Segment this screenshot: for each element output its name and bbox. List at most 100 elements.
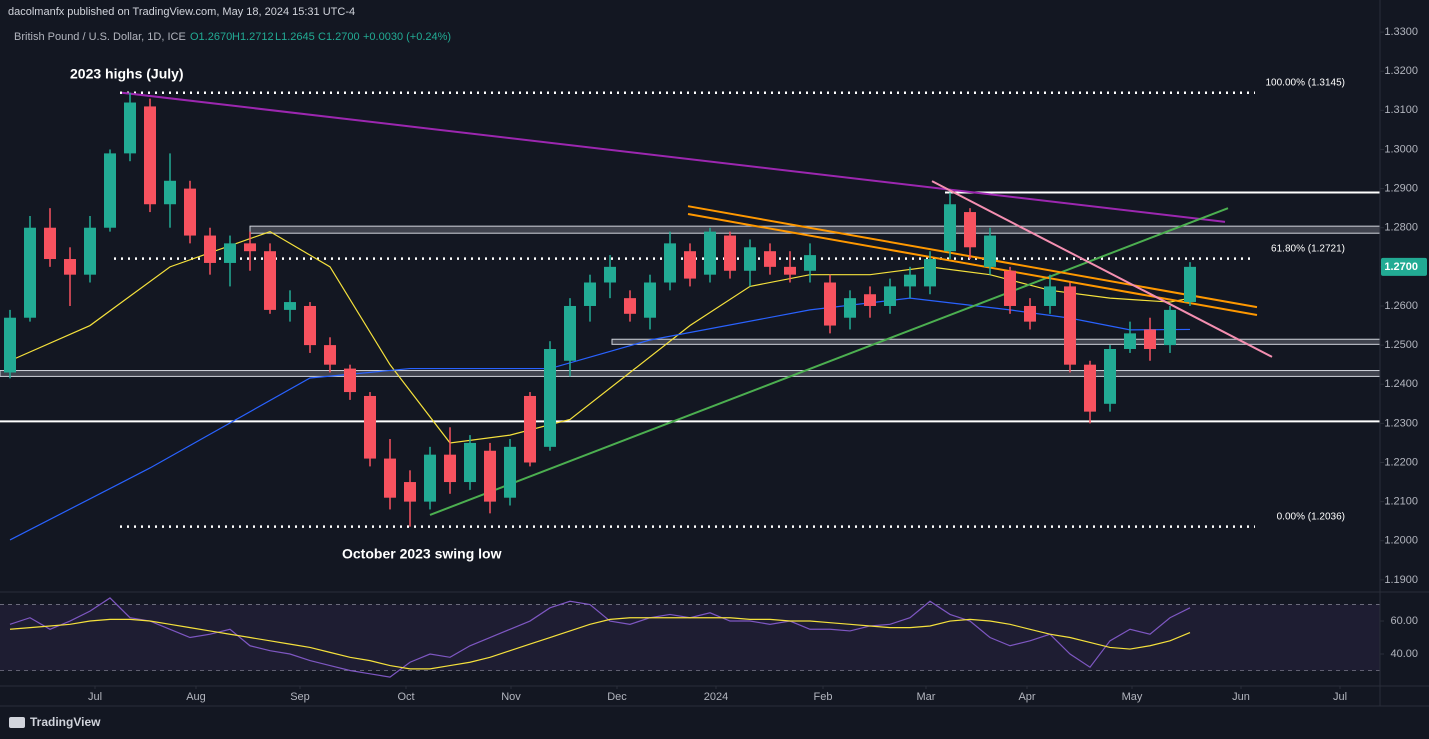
- candle-body: [864, 294, 876, 306]
- last-price-tag: [1381, 257, 1427, 276]
- candle-body: [964, 212, 976, 248]
- candle-body: [324, 345, 336, 365]
- candle-body: [944, 204, 956, 252]
- candle-body: [424, 454, 436, 502]
- fib-label: 61.80% (1.2721): [1271, 243, 1345, 254]
- close: C1.2700: [318, 31, 360, 43]
- support-zone: [0, 370, 1380, 377]
- rsi-band-fill: [0, 604, 1380, 671]
- candle-body: [444, 454, 456, 483]
- candle-body: [1004, 270, 1016, 306]
- candle-body: [84, 227, 96, 275]
- candle-body: [1184, 266, 1196, 303]
- candle-body: [484, 450, 496, 502]
- trendline: [121, 91, 1226, 223]
- rsi-line: [9, 617, 1191, 670]
- candle-body: [1024, 305, 1036, 322]
- candle-body: [924, 259, 936, 287]
- x-tick-label: Apr: [1018, 691, 1035, 703]
- candle-body: [664, 243, 676, 283]
- candle-body: [984, 235, 996, 267]
- candle-body: [784, 266, 796, 275]
- candle-body: [704, 231, 716, 275]
- candle-body: [384, 458, 396, 498]
- candle-body: [124, 102, 136, 154]
- candle-body: [164, 180, 176, 205]
- candle-body: [4, 317, 16, 373]
- candle-body: [204, 235, 216, 263]
- candle-body: [304, 305, 316, 346]
- x-tick-label: Aug: [186, 691, 206, 703]
- candle-body: [844, 298, 856, 318]
- y-tick-label: 1.2600: [1384, 300, 1418, 312]
- low: L1.2645: [275, 31, 315, 43]
- candle-body: [344, 368, 356, 393]
- candle-body: [404, 482, 416, 502]
- trendline: [931, 180, 1273, 358]
- y-tick-label: 1.1900: [1384, 574, 1418, 586]
- logo-text: TradingView: [30, 715, 101, 729]
- x-tick-label: May: [1122, 691, 1143, 703]
- rsi-tick-label: 60.00: [1390, 615, 1418, 627]
- annotation: October 2023 swing low: [342, 546, 502, 562]
- candle-body: [804, 255, 816, 271]
- moving-average: [9, 297, 1191, 541]
- price-panel: 100.00% (1.3145) 61.80% (1.2721) 0.00% (1.…: [0, 77, 1380, 541]
- x-tick-label: Nov: [501, 691, 521, 703]
- y-tick-label: 1.2000: [1384, 535, 1418, 547]
- y-tick-label: 1.3100: [1384, 104, 1418, 116]
- trendline: [687, 205, 1258, 309]
- candle-body: [904, 274, 916, 287]
- y-tick-label: 1.2800: [1384, 222, 1418, 234]
- candle-body: [284, 302, 296, 310]
- symbol: British Pound / U.S. Dollar, 1D, ICE: [14, 31, 186, 43]
- candle-body: [1084, 364, 1096, 412]
- logo-icon: [9, 717, 25, 728]
- y-tick-label: 1.2300: [1384, 417, 1418, 429]
- change: +0.0030 (+0.24%): [363, 31, 451, 43]
- trendline: [429, 207, 1229, 516]
- candle-body: [884, 286, 896, 306]
- x-tick-label: Jul: [1333, 691, 1347, 703]
- axes: 1.3300 1.3200 1.3100 1.3000 1.2900 1.2800 1.27…: [88, 26, 1427, 703]
- y-tick-label: 1.2100: [1384, 496, 1418, 508]
- candle-body: [224, 243, 236, 263]
- trendline: [687, 213, 1258, 316]
- y-tick-label: 1.2400: [1384, 378, 1418, 390]
- candle-body: [764, 251, 776, 267]
- candle-body: [44, 227, 56, 260]
- candle-body: [724, 235, 736, 271]
- support-zone: [611, 338, 1380, 345]
- candle-body: [624, 298, 636, 314]
- rsi-tick-label: 40.00: [1390, 648, 1418, 660]
- last-price-label: 1.2700: [1384, 261, 1418, 273]
- candle-body: [504, 446, 516, 498]
- candle-body: [644, 282, 656, 318]
- x-tick-label: Dec: [607, 691, 627, 703]
- footer-logo: TradingView: [9, 715, 101, 729]
- rsi-line: [9, 597, 1191, 678]
- candle-body: [1064, 286, 1076, 365]
- candle-body: [64, 259, 76, 275]
- high: H1.2712: [232, 31, 274, 43]
- fib-label: 0.00% (1.2036): [1277, 511, 1345, 522]
- candle-body: [1124, 333, 1136, 350]
- moving-average: [9, 230, 1191, 444]
- candle-body: [24, 227, 36, 318]
- candle-body: [184, 188, 196, 236]
- y-tick-label: 1.2200: [1384, 456, 1418, 468]
- y-tick-label: 1.2900: [1384, 183, 1418, 195]
- candle-body: [564, 305, 576, 361]
- candle-body: [1164, 309, 1176, 346]
- y-tick-label: 1.2500: [1384, 339, 1418, 351]
- candle-body: [604, 266, 616, 283]
- x-tick-label: Feb: [814, 691, 833, 703]
- x-tick-label: Sep: [290, 691, 310, 703]
- candle-body: [1044, 286, 1056, 306]
- candle-body: [1104, 349, 1116, 404]
- candle-body: [464, 442, 476, 483]
- candle-body: [364, 395, 376, 459]
- x-tick-label: 2024: [704, 691, 728, 703]
- candle-body: [244, 243, 256, 252]
- annotation: 2023 highs (July): [70, 66, 184, 82]
